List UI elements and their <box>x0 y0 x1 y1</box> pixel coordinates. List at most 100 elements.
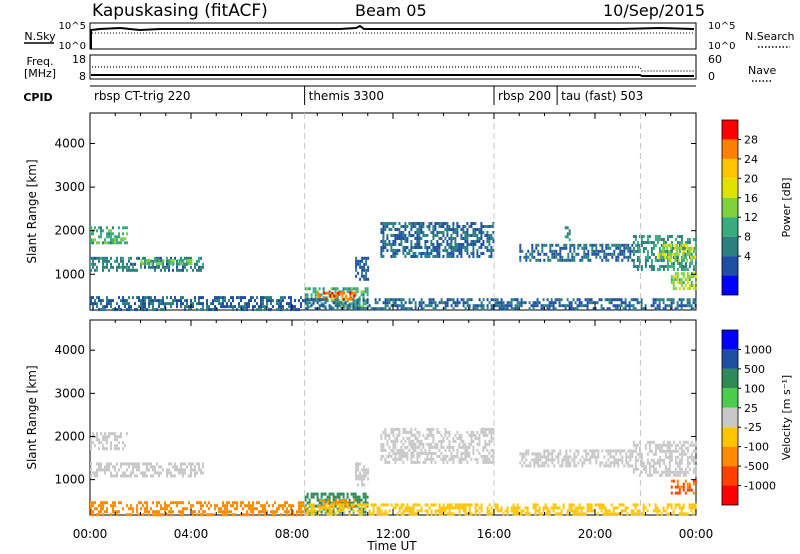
echo-cell <box>118 235 120 239</box>
echo-cell <box>347 297 350 301</box>
echo-cell <box>664 243 667 247</box>
echo-cell <box>402 460 405 464</box>
echo-cell <box>226 302 228 306</box>
echo-cell <box>420 246 423 249</box>
echo-cell <box>462 243 465 246</box>
echo-cell <box>640 235 643 238</box>
echo-cell <box>551 458 554 462</box>
echo-cell <box>543 452 546 456</box>
echo-cell <box>108 465 110 469</box>
echo-cell <box>466 246 469 249</box>
echo-cell <box>326 506 329 510</box>
echo-cell <box>357 483 360 487</box>
echo-cell <box>232 501 234 505</box>
echo-cell <box>442 255 445 258</box>
echo-cell <box>670 485 673 489</box>
echo-cell <box>170 462 172 466</box>
echo-cell <box>356 290 359 294</box>
echo-cell <box>184 468 186 472</box>
echo-cell <box>100 507 102 511</box>
echo-cell <box>452 252 455 255</box>
echo-cell <box>601 246 604 250</box>
echo-cell <box>640 452 643 456</box>
echo-cell <box>523 455 526 459</box>
echo-cell <box>146 259 149 262</box>
echo-cell <box>96 471 98 475</box>
echo-cell <box>474 436 477 440</box>
echo-cell <box>408 234 411 237</box>
echo-cell <box>351 505 354 508</box>
echo-cell <box>158 299 160 303</box>
echo-cell <box>658 473 661 477</box>
nsearch-label: N.Search <box>745 30 795 43</box>
echo-cell <box>672 473 675 477</box>
echo-cell <box>230 305 232 309</box>
echo-cell <box>406 237 409 240</box>
echo-cell <box>476 255 479 258</box>
echo-cell <box>598 298 601 302</box>
echo-cell <box>222 296 224 300</box>
echo-cell <box>222 299 224 303</box>
echo-cell <box>194 262 196 266</box>
echo-cell <box>440 457 443 461</box>
echo-cell <box>682 304 685 308</box>
echo-cell <box>304 498 307 502</box>
echo-cell <box>422 301 425 305</box>
echo-cell <box>392 442 395 446</box>
echo-cell <box>104 241 106 245</box>
echo-cell <box>688 485 691 489</box>
echo-cell <box>316 298 319 302</box>
echo-cell <box>122 302 124 306</box>
echo-cell <box>206 302 208 306</box>
echo-cell <box>652 440 655 444</box>
echo-cell <box>642 506 645 510</box>
echo-cell <box>672 479 675 483</box>
echo-cell <box>304 293 307 297</box>
echo-cell <box>574 512 577 516</box>
echo-cell <box>252 501 254 505</box>
echo-cell <box>642 467 645 471</box>
echo-cell <box>420 448 423 452</box>
echo-cell <box>559 252 562 256</box>
echo-cell <box>627 255 630 259</box>
echo-cell <box>444 427 447 431</box>
echo-cell <box>676 262 679 265</box>
echo-cell <box>340 492 343 496</box>
echo-region <box>519 449 634 468</box>
echo-cell <box>98 438 100 442</box>
echo-cell <box>224 504 226 508</box>
echo-cell <box>565 246 568 250</box>
echo-cell <box>402 307 405 311</box>
echo-cell <box>543 243 546 247</box>
echo-cell <box>506 506 509 510</box>
echo-cell <box>680 470 683 474</box>
echo-cell <box>668 473 671 477</box>
echo-cell <box>180 299 182 303</box>
echo-cell <box>492 298 495 302</box>
echo-cell <box>565 452 568 456</box>
time-axis-label: Time UT <box>366 539 417 553</box>
echo-cell <box>346 492 349 496</box>
echo-cell <box>488 512 491 516</box>
echo-cell <box>140 507 142 511</box>
echo-cell <box>166 259 168 263</box>
echo-cell <box>570 307 573 311</box>
echo-cell <box>590 509 593 513</box>
echo-cell <box>240 305 242 309</box>
echo-cell <box>90 268 92 272</box>
echo-cell <box>382 222 385 225</box>
echo-cell <box>632 253 635 256</box>
echo-cell <box>631 464 634 468</box>
echo-cell <box>676 243 679 247</box>
echo-cell <box>144 308 146 312</box>
echo-cell <box>452 436 455 440</box>
echo-cell <box>318 287 321 291</box>
echo-cell <box>296 510 298 514</box>
echo-cell <box>486 231 489 234</box>
echo-cell <box>254 507 256 511</box>
echo-cell <box>176 268 178 272</box>
echo-cell <box>572 307 575 311</box>
echo-cell <box>394 252 397 255</box>
echo-cell <box>336 503 339 507</box>
echo-cell <box>622 509 625 513</box>
